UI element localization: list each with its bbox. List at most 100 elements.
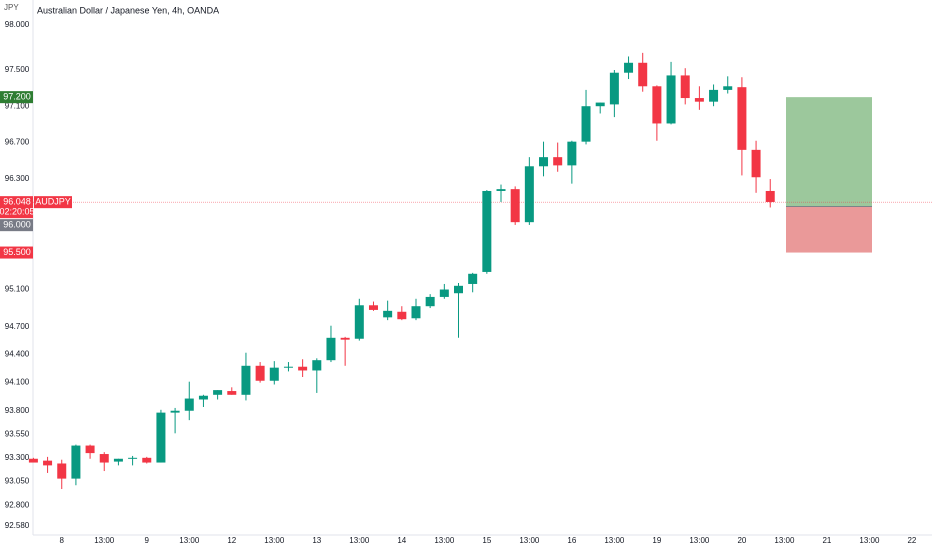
candle-body [142, 457, 152, 463]
candle-body [383, 310, 393, 318]
x-tick-label: 13:00 [859, 536, 880, 545]
candle-body [326, 337, 336, 361]
symbol-label: AUDJPY [35, 197, 71, 207]
candle-body [567, 141, 577, 166]
candle-body [553, 157, 563, 166]
x-tick-label: 13:00 [774, 536, 795, 545]
candle-body [694, 98, 704, 102]
x-tick-label: 20 [737, 536, 746, 545]
candle-body [468, 273, 478, 284]
x-tick-label: 13:00 [94, 536, 115, 545]
y-tick-label: 93.800 [5, 406, 30, 415]
entry-badge [0, 219, 33, 232]
entry-label: 96.000 [3, 220, 31, 230]
x-tick-label: 8 [60, 536, 65, 545]
chart-title: Australian Dollar / Japanese Yen, 4h, OA… [37, 5, 219, 15]
x-tick-label: 12 [227, 536, 236, 545]
candle-body [99, 454, 109, 463]
candle-body [170, 410, 180, 413]
x-tick-label: 13:00 [434, 536, 455, 545]
candle-body [43, 460, 53, 466]
y-tick-label: 94.700 [5, 322, 30, 331]
x-tick-label: 16 [567, 536, 576, 545]
candle-body [454, 285, 463, 294]
candle-body [298, 366, 308, 371]
candle-body [28, 458, 38, 463]
candle-body [609, 72, 619, 105]
candle-body [581, 106, 591, 142]
current-badge [0, 196, 33, 219]
symbol-tag [34, 196, 72, 209]
candle-body [482, 190, 492, 272]
stop-zone [786, 206, 872, 253]
x-tick-label: 9 [145, 536, 150, 545]
y-tick-label: 94.400 [5, 350, 30, 359]
candle-body [510, 189, 520, 223]
target-zone [786, 97, 872, 207]
candle-body [709, 89, 719, 102]
candle-body [312, 360, 322, 371]
candle-body [765, 190, 775, 202]
candle-body [128, 457, 138, 459]
x-tick-label: 13:00 [689, 536, 710, 545]
candle-body [227, 391, 237, 395]
x-tick-label: 15 [482, 536, 491, 545]
candle-body [638, 62, 648, 87]
stop-label: 95.500 [3, 247, 31, 257]
candle-body [241, 365, 251, 395]
candle-body [113, 458, 123, 462]
candle-body [624, 62, 634, 73]
candle-body [496, 189, 506, 191]
x-tick-label: 14 [397, 536, 406, 545]
y-tick-label: 92.800 [5, 500, 30, 509]
y-tick-label: 96.700 [5, 138, 30, 147]
y-tick-label: 92.580 [5, 521, 30, 530]
candle-body [213, 390, 223, 395]
x-tick-label: 13:00 [519, 536, 540, 545]
current-label: 96.048 [3, 197, 31, 207]
x-tick-label: 13:00 [604, 536, 625, 545]
y-tick-label: 98.000 [5, 20, 30, 29]
candle-body [737, 87, 747, 150]
x-tick-label: 13:00 [179, 536, 200, 545]
currency: JPY [4, 3, 19, 12]
target-label: 97.200 [3, 92, 31, 102]
y-tick-label: 93.300 [5, 453, 30, 462]
candle-body [340, 337, 350, 340]
x-tick-label: 19 [652, 536, 661, 545]
y-tick-label: 93.550 [5, 429, 30, 438]
x-tick-label: 22 [907, 536, 916, 545]
candle-body [156, 412, 166, 463]
x-tick-label: 13:00 [264, 536, 285, 545]
candle-body [71, 445, 81, 479]
candle-body [680, 75, 690, 99]
candle-body [652, 86, 662, 124]
candle-body [269, 367, 279, 381]
candle-body [751, 149, 761, 178]
candle-body [283, 366, 293, 368]
y-tick-label: 93.050 [5, 477, 30, 486]
countdown: 02:20:05 [0, 207, 35, 217]
candle-body [85, 445, 95, 454]
candle-body [539, 157, 549, 167]
candle-body [184, 398, 194, 411]
target-badge [0, 91, 33, 104]
candle-body [595, 102, 605, 107]
candle-body [411, 306, 421, 319]
candle-body [439, 289, 449, 297]
y-tick-label: 97.100 [5, 101, 30, 110]
candle-body [198, 395, 208, 400]
x-tick-label: 21 [822, 536, 831, 545]
y-tick-label: 96.300 [5, 174, 30, 183]
candle-body [425, 296, 435, 307]
candle-body [397, 311, 407, 320]
y-tick-label: 97.500 [5, 65, 30, 74]
candle-body [524, 166, 534, 223]
x-tick-label: 13 [312, 536, 321, 545]
candle-body [57, 463, 67, 479]
y-tick-label: 95.100 [5, 285, 30, 294]
x-tick-label: 13:00 [349, 536, 370, 545]
candle-body [723, 86, 733, 90]
candle-body [354, 305, 364, 339]
